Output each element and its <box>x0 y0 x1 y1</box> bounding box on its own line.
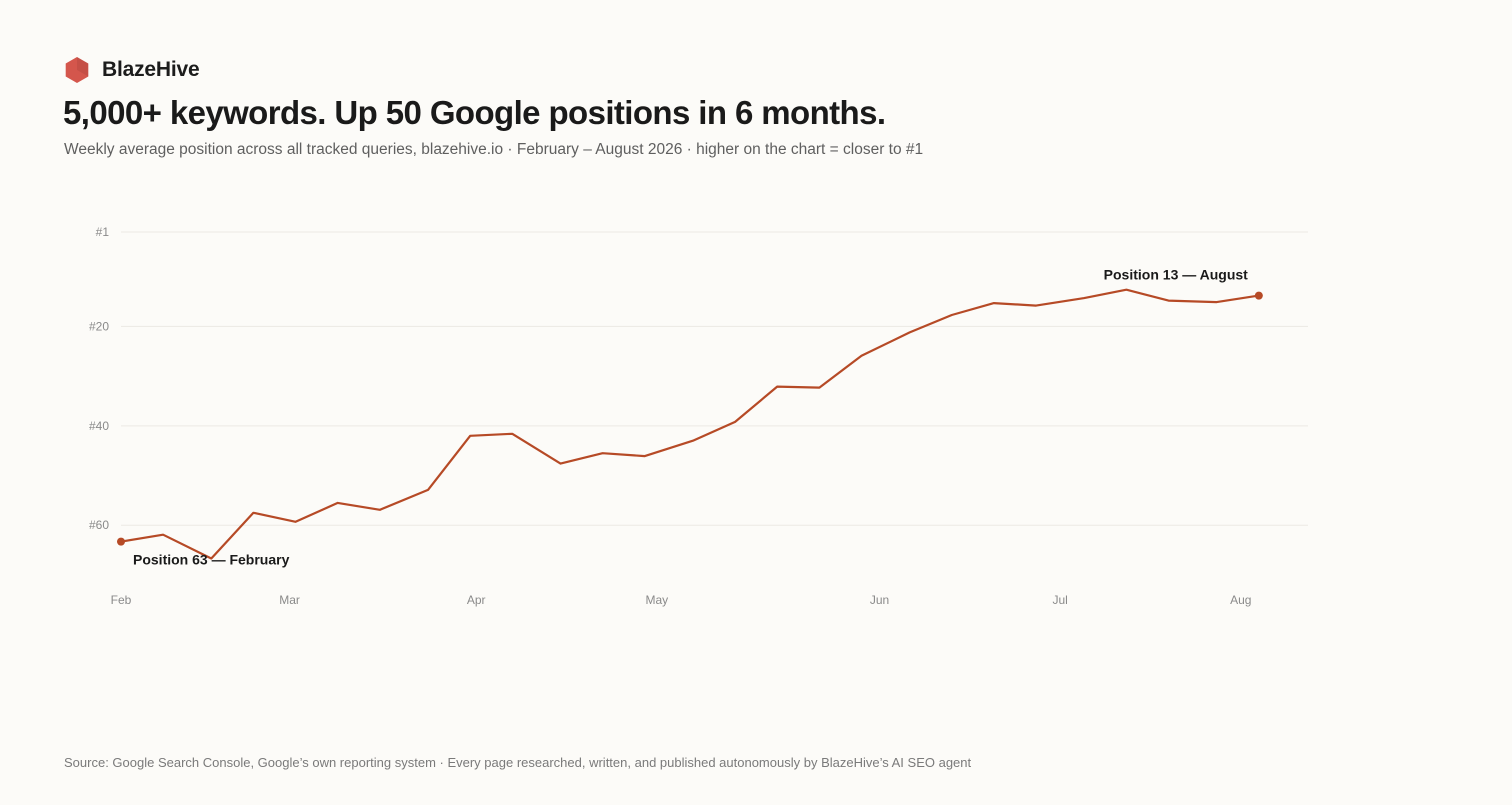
x-tick-label: Jun <box>870 593 889 607</box>
x-axis-ticks: Feb Mar Apr May Jun Jul Aug <box>111 593 1252 607</box>
y-axis-ticks: #1 #20 #40 #60 <box>89 225 109 532</box>
y-tick-label: #20 <box>89 319 109 333</box>
end-point <box>1254 291 1263 300</box>
chart-subtitle: Weekly average position across all track… <box>64 141 924 158</box>
brand-name: BlazeHive <box>102 58 200 81</box>
start-point <box>117 537 125 546</box>
x-tick-label: Mar <box>279 593 300 607</box>
x-tick-label: Feb <box>111 593 132 607</box>
y-tick-label: #40 <box>89 419 109 433</box>
x-tick-label: Aug <box>1230 593 1251 607</box>
annotation-label: Position 13 — August <box>1104 267 1248 283</box>
brand: BlazeHive <box>63 56 200 84</box>
page-title: 5,000+ keywords. Up 50 Google positions … <box>63 94 886 131</box>
annotations: Position 63 — February Position 13 — Augu… <box>133 267 1248 568</box>
hexagon-logo-icon <box>65 57 89 83</box>
x-tick-label: Apr <box>467 593 486 607</box>
x-tick-label: Jul <box>1052 593 1067 607</box>
y-tick-label: #60 <box>89 518 109 532</box>
grid-lines <box>121 231 1308 526</box>
y-tick-label: #1 <box>96 225 110 239</box>
source-footnote: Source: Google Search Console, Google’s … <box>64 755 972 770</box>
series-layer <box>117 288 1263 560</box>
series-line <box>119 288 1260 560</box>
x-tick-label: May <box>645 593 668 607</box>
annotation-label: Position 63 — February <box>133 552 290 568</box>
